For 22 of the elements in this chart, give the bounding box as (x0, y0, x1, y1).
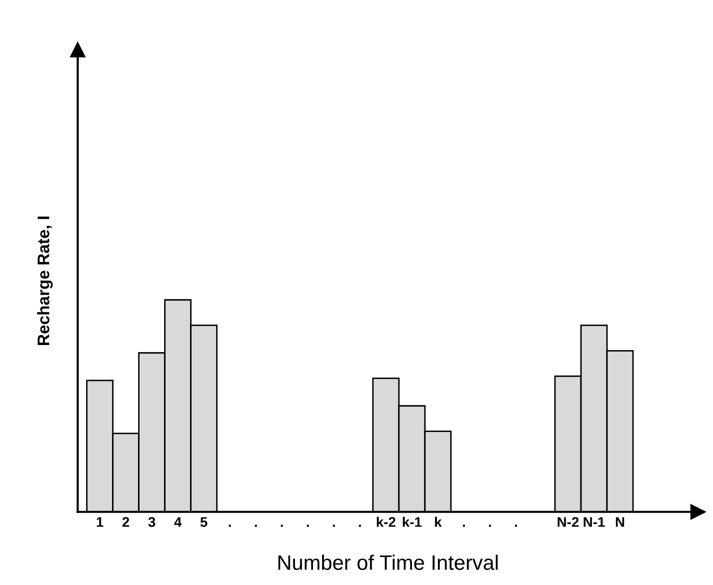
x-tick-label: . (306, 524, 309, 527)
x-tick-label: . (254, 524, 257, 527)
x-tick-label: 3 (148, 517, 156, 527)
x-tick-label: k (435, 516, 442, 527)
x-tick-label: N-2 (558, 517, 579, 527)
x-tick-label: 1 (96, 517, 104, 527)
x-tick-label: . (462, 524, 465, 527)
x-tick-label: 4 (174, 517, 182, 527)
x-tick-label: k-1 (402, 516, 422, 527)
x-tick-label: . (488, 524, 491, 527)
x-tick-label: . (514, 524, 517, 527)
x-tick-label: . (228, 524, 231, 527)
x-tick-label: k-2 (376, 516, 396, 527)
x-axis-title: Number of Time Interval (278, 554, 498, 570)
x-tick-label: N (616, 517, 624, 527)
x-tick-label: . (332, 524, 335, 527)
x-tick-label: . (280, 524, 283, 527)
x-tick-label: 5 (200, 517, 208, 527)
x-tick-label: 2 (122, 517, 130, 527)
x-tick-label: . (358, 524, 361, 527)
y-axis-title: Recharge Rate, I (37, 216, 53, 345)
x-tick-label: N-1 (584, 517, 605, 527)
